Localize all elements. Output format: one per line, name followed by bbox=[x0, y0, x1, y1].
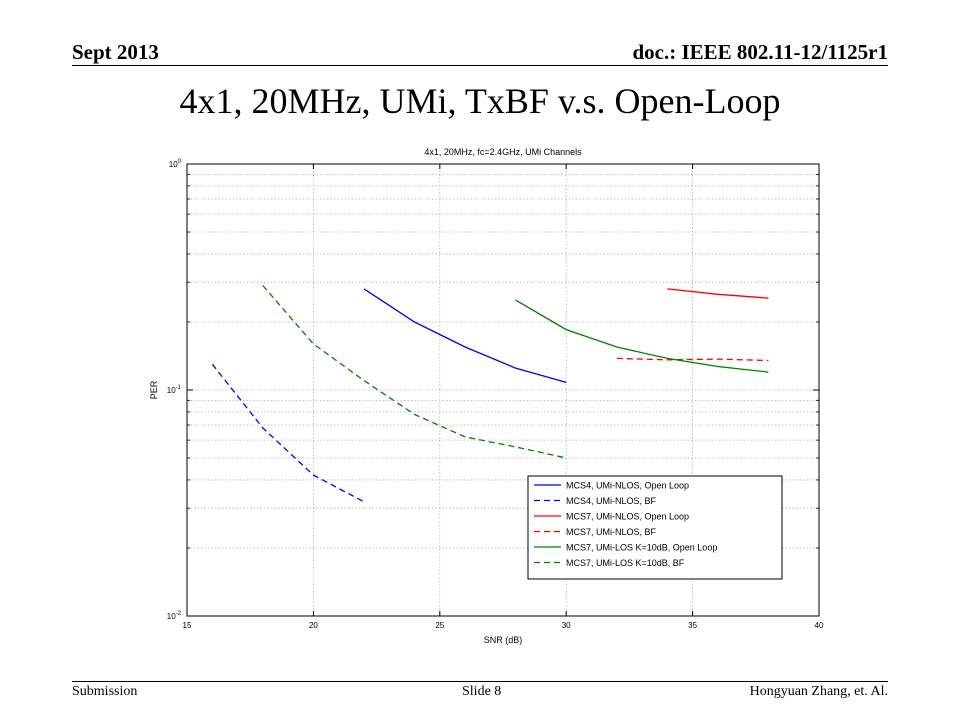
series-line-4 bbox=[616, 357, 769, 362]
x-tick-label: 40 bbox=[815, 621, 824, 630]
legend-entry: MCS7, UMi-NLOS, Open Loop bbox=[566, 512, 689, 522]
y-tick-label: 100 bbox=[169, 159, 182, 169]
header-date: Sept 2013 bbox=[72, 40, 159, 64]
series-line-3 bbox=[667, 288, 769, 299]
y-tick-label: 10-2 bbox=[167, 611, 182, 621]
footer-submission: Submission bbox=[72, 684, 138, 699]
series-line-1 bbox=[363, 288, 567, 384]
x-tick-label: 15 bbox=[183, 621, 192, 630]
x-tick-label: 20 bbox=[309, 621, 318, 630]
x-tick-label: 25 bbox=[435, 621, 444, 630]
series-line-2 bbox=[211, 363, 365, 503]
chart-title: 4x1, 20MHz, fc=2.4GHz, UMi Channels bbox=[424, 147, 582, 157]
header-doc-id: doc.: IEEE 802.11-12/1125r1 bbox=[632, 40, 888, 64]
footer-rule bbox=[72, 681, 888, 682]
header-rule bbox=[72, 65, 888, 66]
x-tick-label: 30 bbox=[562, 621, 571, 630]
series-line-6 bbox=[262, 285, 567, 459]
footer-slide-number: Slide 8 bbox=[462, 684, 502, 699]
y-axis-label: PER bbox=[149, 380, 159, 399]
series-line-5 bbox=[515, 299, 769, 373]
y-tick-label: 10-1 bbox=[167, 385, 182, 395]
legend-box bbox=[527, 475, 783, 580]
slide-title: 4x1, 20MHz, UMi, TxBF v.s. Open-Loop bbox=[179, 81, 781, 121]
legend-entry: MCS4, UMi-NLOS, Open Loop bbox=[566, 481, 689, 491]
legend-entry: MCS7, UMi-LOS K=10dB, BF bbox=[566, 558, 685, 568]
legend-entry: MCS4, UMi-NLOS, BF bbox=[566, 496, 657, 506]
footer-author: Hongyuan Zhang, et. Al. bbox=[749, 684, 888, 699]
legend-entry: MCS7, UMi-NLOS, BF bbox=[566, 527, 657, 537]
x-tick-label: 35 bbox=[688, 621, 697, 630]
legend-entry: MCS7, UMi-LOS K=10dB, Open Loop bbox=[566, 543, 717, 553]
x-axis-label: SNR (dB) bbox=[484, 635, 523, 645]
